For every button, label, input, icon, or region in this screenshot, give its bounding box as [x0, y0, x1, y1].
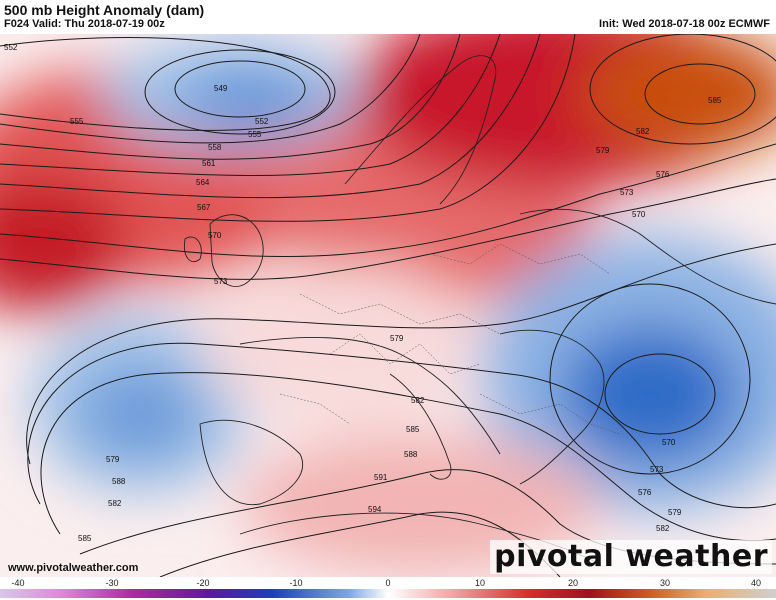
map-title: 500 mb Height Anomaly (dam) — [4, 2, 205, 18]
contour-label: 579 — [596, 146, 610, 155]
contour-label: 561 — [202, 159, 216, 168]
anomaly-field — [0, 34, 776, 574]
colorbar-tick: 40 — [751, 578, 761, 588]
contour-label: 591 — [374, 473, 388, 482]
contour-label: 576 — [638, 488, 652, 497]
coastlines — [184, 55, 776, 565]
contour-label: 576 — [656, 170, 670, 179]
colorbar-tick: -20 — [196, 578, 209, 588]
contour-label: 582 — [656, 524, 670, 533]
init-time: Init: Wed 2018-07-18 00z ECMWF — [599, 18, 770, 30]
contour-label: 588 — [112, 477, 126, 486]
contour-label: 582 — [411, 396, 425, 405]
contour-label: 570 — [208, 231, 222, 240]
color-scale: -40 -30 -20 -10 0 10 20 30 40 — [0, 578, 776, 598]
contour-label: 558 — [208, 143, 222, 152]
colorbar-ticks: -40 -30 -20 -10 0 10 20 30 40 — [11, 578, 761, 588]
colorbar-tick: -40 — [11, 578, 24, 588]
contour-label: 585 — [406, 425, 420, 434]
website-label: www.pivotalweather.com — [8, 562, 139, 574]
contour-label: 549 — [214, 84, 228, 93]
colorbar-tick: -10 — [289, 578, 302, 588]
contour-label: 585 — [708, 96, 722, 105]
colorbar-gradient — [0, 589, 776, 598]
contour-label: 582 — [636, 127, 650, 136]
contour-label: 567 — [197, 203, 211, 212]
contour-label: 588 — [404, 450, 418, 459]
borders — [279, 243, 621, 435]
colorbar-tick: -30 — [105, 578, 118, 588]
valid-time: F024 Valid: Thu 2018-07-19 00z — [4, 18, 165, 30]
colorbar-tick: 10 — [475, 578, 485, 588]
contour-label: 570 — [662, 438, 676, 447]
contour-label: 564 — [196, 178, 210, 187]
colorbar-tick: 20 — [568, 578, 578, 588]
contour-label: 573 — [650, 465, 664, 474]
contour-label: 579 — [106, 455, 120, 464]
contour-label: 570 — [632, 210, 646, 219]
colorbar-tick: 0 — [385, 578, 390, 588]
contour-label: 579 — [668, 508, 682, 517]
contour-label: 579 — [390, 334, 404, 343]
contour-label: 594 — [368, 505, 382, 514]
brand-logo: pivotal weather — [490, 540, 772, 574]
contour-label: 573 — [214, 277, 228, 286]
header: 500 mb Height Anomaly (dam) F024 Valid: … — [0, 0, 776, 34]
contours — [0, 34, 776, 577]
contour-label: 585 — [78, 534, 92, 543]
contour-label: 582 — [108, 499, 122, 508]
contour-label: 552 — [4, 43, 18, 52]
contour-label: 555 — [248, 130, 262, 139]
colorbar-tick: 30 — [660, 578, 670, 588]
contour-labels: 552 549 555 552 555 558 561 564 567 570 … — [4, 43, 722, 543]
height-anomaly-map: 552 549 555 552 555 558 561 564 567 570 … — [0, 34, 776, 577]
contour-label: 573 — [620, 188, 634, 197]
contour-label: 555 — [70, 117, 84, 126]
contour-label: 552 — [255, 117, 269, 126]
